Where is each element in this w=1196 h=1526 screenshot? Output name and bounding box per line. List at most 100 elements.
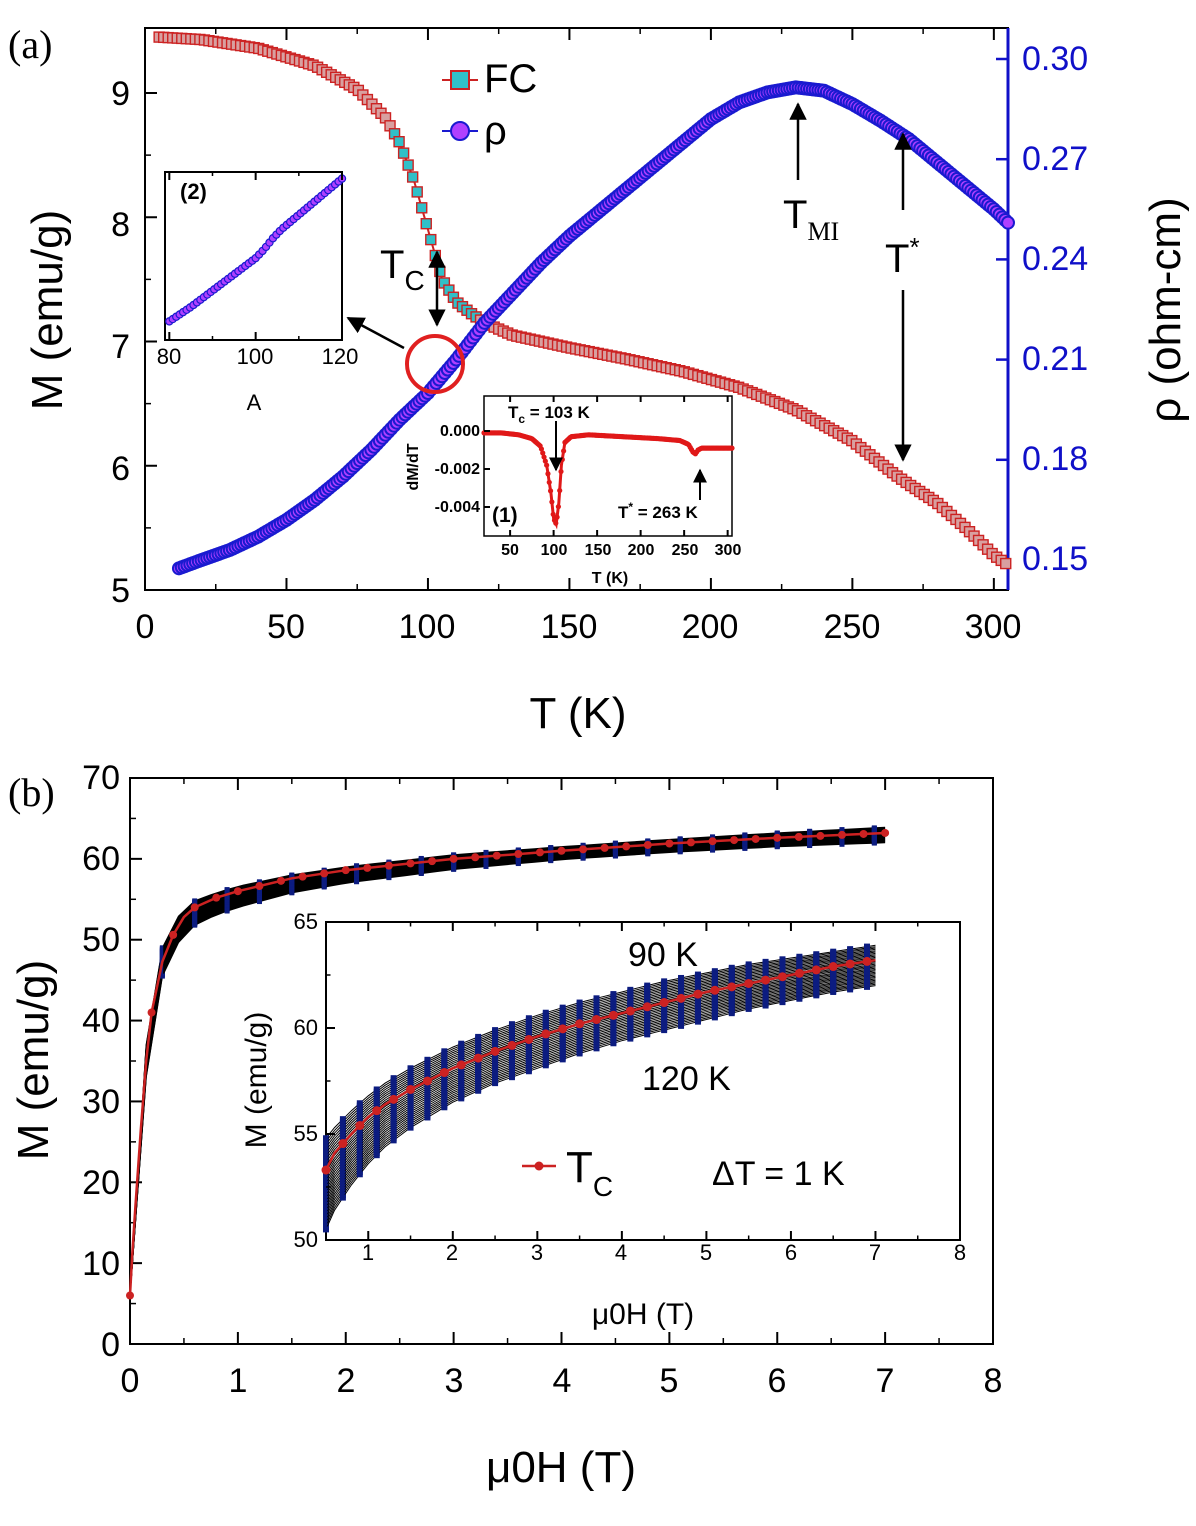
a-x-tick-label: 200 xyxy=(682,608,739,646)
inset-1-point xyxy=(553,520,559,526)
bi-point xyxy=(323,1205,329,1212)
bi-tc-point xyxy=(541,1029,551,1039)
mh-tc-point xyxy=(535,848,544,857)
bi-tc-point xyxy=(693,989,703,999)
mh-tc-point xyxy=(406,859,415,868)
bi-point xyxy=(830,988,837,995)
bi-point xyxy=(323,1147,329,1154)
mh-tc-point xyxy=(212,893,221,902)
bi-point xyxy=(475,1087,482,1094)
bi-point xyxy=(323,1214,329,1221)
tc-annotation-t: T xyxy=(380,243,404,287)
fc-point xyxy=(420,218,432,230)
bi-tc-point xyxy=(862,956,872,966)
tmi-annotation-sub: MI xyxy=(807,217,839,246)
inset-1-y-tick-label: 0.000 xyxy=(440,423,480,440)
inset-1-ticks xyxy=(484,396,729,536)
bi-point xyxy=(661,1027,668,1034)
bi-point xyxy=(864,983,871,990)
mh-tc-point xyxy=(665,839,674,848)
panel-b-y-tick-labels: 0 10 20 30 40 50 60 70 xyxy=(82,759,120,1364)
bi-point xyxy=(407,1124,414,1131)
inset-1-tc-label: Tc = 103 K xyxy=(508,403,591,426)
b-x-tick-label: 7 xyxy=(876,1362,895,1400)
fc-point xyxy=(416,202,428,214)
b-inset-ticks xyxy=(326,921,961,1241)
bi-point xyxy=(323,1180,329,1187)
b-x-tick-label: 4 xyxy=(553,1362,572,1400)
bi-point xyxy=(762,1002,769,1009)
fc-point xyxy=(402,159,414,171)
bi-label-delta-t: ΔT = 1 K xyxy=(712,1155,845,1193)
mh-tc-point xyxy=(579,845,588,854)
bi-y-axis-title: M (emu/g) xyxy=(240,1012,273,1149)
a-y-axis-title: M (emu/g) xyxy=(23,210,72,410)
bi-point xyxy=(323,1174,329,1181)
legend-fc-label: FC xyxy=(484,57,537,101)
mh-tc-point xyxy=(794,832,803,841)
bi-point xyxy=(508,1074,515,1081)
tstar-annotation-sup: * xyxy=(909,232,919,262)
b-y-tick-label: 50 xyxy=(82,921,120,959)
inset-1-x-axis-title: T (K) xyxy=(592,570,628,587)
mh-tc-point xyxy=(686,838,695,847)
legend-fc-marker xyxy=(450,70,470,90)
bi-point xyxy=(323,1220,329,1227)
panel-b-series xyxy=(126,825,890,1300)
mh-point xyxy=(871,840,877,846)
mh-point xyxy=(742,845,748,851)
bi-point xyxy=(323,1226,329,1233)
bi-point xyxy=(323,1192,329,1199)
bi-point xyxy=(390,1137,397,1144)
bi-x-tick-label: 3 xyxy=(531,1240,543,1265)
inset-1-point xyxy=(545,471,551,477)
tmi-annotation-t: T xyxy=(783,193,807,237)
mh-tc-point xyxy=(384,861,393,870)
bi-point xyxy=(424,1114,431,1121)
bi-point xyxy=(694,1018,701,1025)
inset-1-point xyxy=(559,456,565,463)
b-x-tick-label: 8 xyxy=(984,1362,1003,1400)
bi-tc-point xyxy=(422,1076,432,1086)
bi-point xyxy=(644,1031,651,1038)
mh-tc-point xyxy=(751,834,760,843)
inset-1-point xyxy=(558,468,564,475)
mh-point xyxy=(710,847,716,853)
panel-a-label: (a) xyxy=(8,22,52,67)
panel-b-inset: 1 2 3 4 5 6 7 8 50 55 60 65 μ0H (T) M (e… xyxy=(240,909,966,1331)
bi-point xyxy=(678,1022,685,1029)
bi-x-tick-label: 4 xyxy=(615,1240,627,1265)
zoom-circle xyxy=(405,334,465,394)
mh-point xyxy=(548,858,554,864)
mh-point xyxy=(645,851,651,857)
bi-x-axis-title: μ0H (T) xyxy=(592,1298,694,1331)
bi-legend-marker xyxy=(534,1161,544,1171)
panel-a-legend: FC ρ xyxy=(442,57,537,153)
bi-tc-point xyxy=(642,1002,652,1012)
bi-label-90k: 90 K xyxy=(628,936,698,974)
mh-point xyxy=(224,908,230,914)
tc-annotation-sub: C xyxy=(404,265,424,296)
bi-tc-point xyxy=(794,968,804,978)
inset-1-x-tick-label: 150 xyxy=(585,542,612,559)
bi-tc-point xyxy=(473,1053,483,1063)
mh-point xyxy=(612,853,618,859)
mh-point xyxy=(807,843,813,849)
mh-point xyxy=(289,890,295,896)
fc-point xyxy=(397,147,410,159)
bi-tc-point xyxy=(439,1068,449,1078)
bi-tc-point xyxy=(524,1034,534,1044)
legend-rho-marker xyxy=(450,121,470,141)
a-y-tick-label: 9 xyxy=(111,75,130,113)
a-x-tick-label: 100 xyxy=(399,608,456,646)
mh-tc-point xyxy=(600,843,609,852)
mh-tc-point xyxy=(190,903,199,912)
b-y-tick-label: 0 xyxy=(101,1326,120,1364)
bi-point xyxy=(323,1199,329,1206)
inset-2-x-tick-label: 100 xyxy=(237,344,274,369)
mh-point xyxy=(580,855,586,861)
bi-point xyxy=(745,1005,752,1012)
mh-tc-point xyxy=(773,833,782,842)
mh-point xyxy=(483,863,489,869)
mh-point xyxy=(256,899,262,905)
